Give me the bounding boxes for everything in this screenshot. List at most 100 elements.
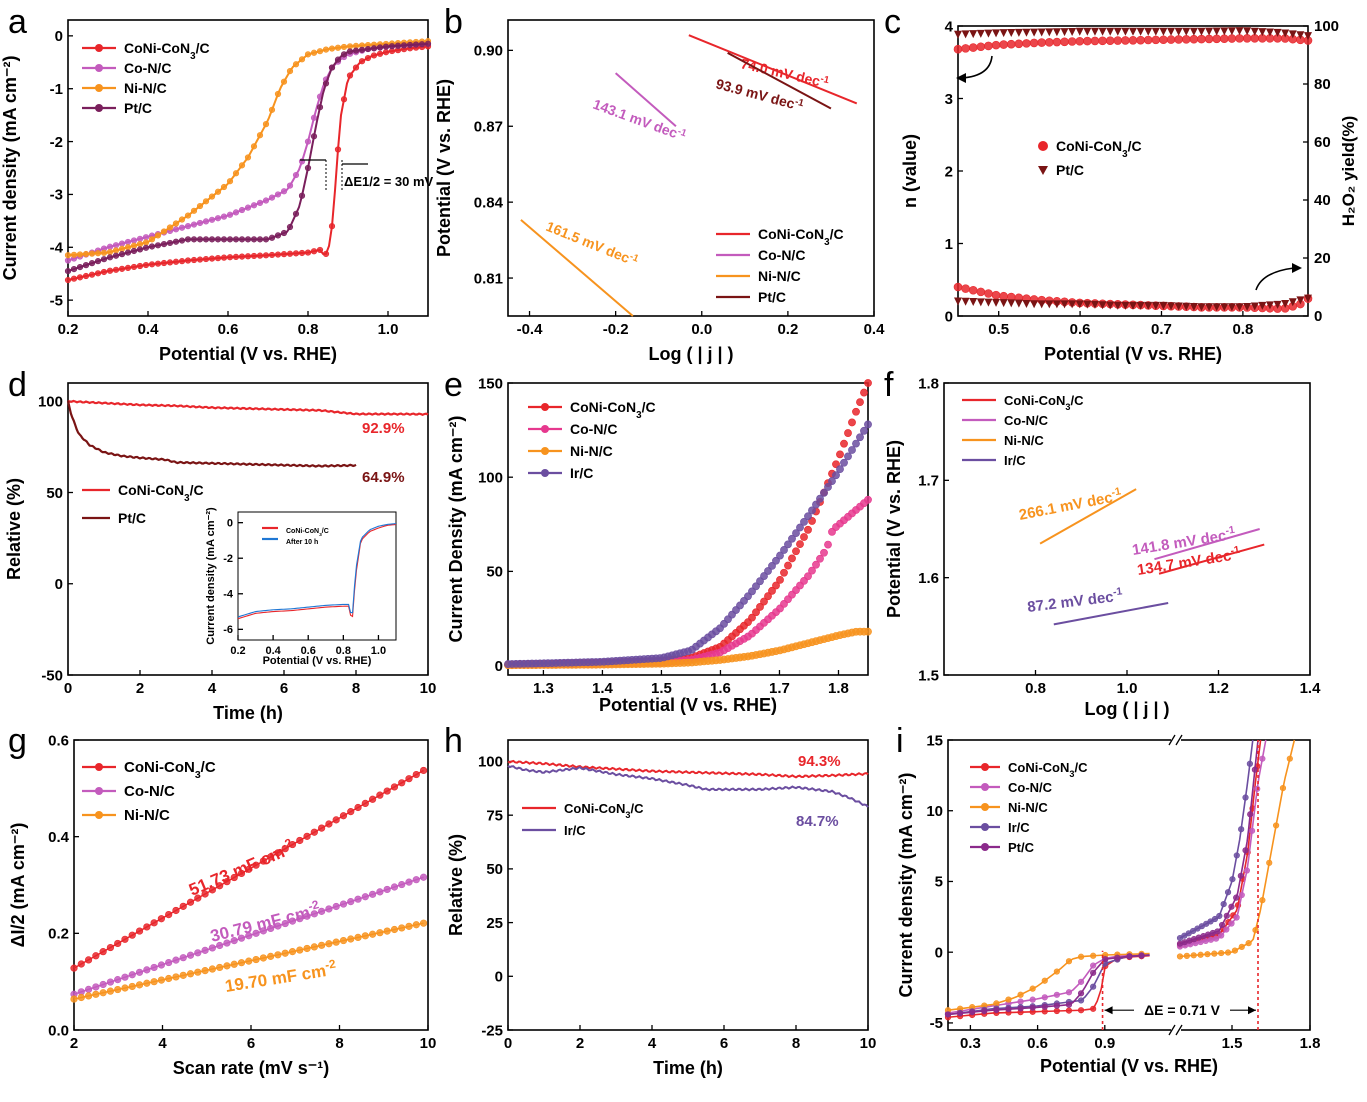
legend-label: Ir/C bbox=[1004, 453, 1026, 468]
data-point bbox=[1151, 35, 1161, 45]
superscript: -2 bbox=[324, 957, 337, 973]
data-point bbox=[1083, 36, 1092, 46]
legend-label: Co-N/C bbox=[758, 247, 805, 263]
data-point bbox=[1090, 1005, 1097, 1012]
delta-annotation: ΔE = 0.71 V bbox=[1144, 1002, 1220, 1018]
data-point bbox=[1227, 303, 1236, 312]
data-point bbox=[274, 232, 282, 239]
legend-label: Ni-N/C bbox=[1008, 800, 1048, 815]
data-point bbox=[412, 921, 420, 929]
data-point bbox=[1243, 27, 1252, 36]
x-tick-label: 0.9 bbox=[1094, 1035, 1115, 1052]
data-point bbox=[1053, 1007, 1060, 1015]
data-point bbox=[310, 248, 318, 255]
data-point bbox=[1166, 35, 1176, 44]
y-tick-label: 25 bbox=[486, 915, 503, 932]
data-point bbox=[1265, 28, 1274, 37]
legend-label: CoNi-CoN3/C bbox=[1004, 393, 1084, 412]
data-point bbox=[208, 965, 216, 973]
x-tick-label: 0.4 bbox=[864, 321, 886, 338]
data-point bbox=[70, 275, 78, 282]
x-axis-label: Potential (V vs. RHE) bbox=[263, 655, 372, 667]
data-point bbox=[844, 429, 852, 437]
data-point bbox=[92, 952, 100, 960]
data-point bbox=[984, 298, 993, 307]
data-point bbox=[186, 951, 195, 959]
data-point bbox=[1296, 296, 1305, 305]
x-tick-label: 4 bbox=[208, 680, 217, 697]
data-point bbox=[1065, 1001, 1073, 1008]
data-point bbox=[406, 41, 414, 49]
data-point bbox=[1151, 27, 1160, 36]
data-point bbox=[244, 236, 252, 243]
data-point bbox=[804, 512, 812, 521]
legend-label: Pt/C bbox=[1056, 162, 1084, 178]
data-point bbox=[130, 242, 138, 249]
data-point bbox=[100, 268, 108, 276]
subscript: 3 bbox=[1122, 149, 1128, 160]
legend-marker bbox=[981, 823, 989, 831]
data-point bbox=[1007, 29, 1016, 38]
panel-letter: c bbox=[884, 3, 901, 41]
data-point bbox=[208, 236, 216, 243]
data-point bbox=[1212, 935, 1220, 942]
data-point bbox=[1174, 302, 1183, 311]
y-tick-label: -50 bbox=[41, 667, 63, 684]
x-tick-label: 0.7 bbox=[1151, 321, 1172, 338]
data-point bbox=[1243, 867, 1251, 874]
x-tick-label: 1.8 bbox=[828, 680, 849, 697]
data-point bbox=[1151, 301, 1160, 310]
data-point bbox=[1220, 34, 1229, 43]
data-point bbox=[1174, 27, 1183, 36]
data-point bbox=[114, 976, 122, 984]
data-point bbox=[390, 883, 399, 891]
data-point bbox=[1219, 921, 1226, 929]
y2-tick-label: 100 bbox=[1314, 18, 1339, 35]
data-point bbox=[1189, 27, 1198, 36]
data-point bbox=[339, 812, 348, 820]
data-point bbox=[124, 249, 132, 256]
y-tick-label: 1.8 bbox=[918, 375, 939, 392]
data-point bbox=[325, 820, 333, 828]
x-tick-label: 1.8 bbox=[1300, 1035, 1321, 1052]
data-point bbox=[232, 209, 240, 216]
data-point bbox=[800, 517, 808, 526]
y-tick-label: 1.6 bbox=[918, 570, 939, 587]
arrow-head-icon bbox=[1248, 1006, 1256, 1015]
data-point bbox=[956, 1010, 964, 1017]
data-point bbox=[1045, 38, 1054, 47]
data-point bbox=[142, 239, 150, 246]
data-point bbox=[94, 250, 102, 257]
data-point bbox=[856, 433, 864, 442]
data-point bbox=[368, 795, 377, 803]
data-point bbox=[1288, 30, 1297, 39]
data-point bbox=[179, 902, 187, 910]
data-point bbox=[238, 253, 246, 260]
superscript: -1 bbox=[794, 96, 806, 109]
data-point bbox=[1224, 949, 1232, 956]
data-point bbox=[316, 246, 324, 254]
data-point bbox=[1216, 912, 1223, 920]
data-point bbox=[64, 276, 72, 284]
data-point bbox=[792, 529, 800, 538]
data-point bbox=[202, 236, 210, 243]
data-point bbox=[756, 603, 764, 611]
data-point bbox=[405, 922, 413, 930]
data-point bbox=[354, 803, 362, 812]
data-point bbox=[340, 43, 348, 51]
data-point bbox=[259, 954, 267, 962]
data-point bbox=[1228, 920, 1235, 927]
data-point bbox=[772, 556, 780, 565]
y-axis-label: Current Density (mA cm⁻²) bbox=[446, 416, 466, 643]
y-axis-label: Relative (%) bbox=[4, 478, 24, 580]
data-point bbox=[840, 439, 848, 448]
data-point bbox=[99, 989, 107, 997]
y-tick-label: -1 bbox=[50, 81, 63, 98]
data-point bbox=[334, 44, 342, 51]
y-axis-label: Current density (mA cm⁻²) bbox=[896, 773, 916, 998]
data-point bbox=[252, 955, 260, 964]
legend-label: Pt/C bbox=[118, 510, 146, 526]
data-point bbox=[160, 228, 168, 235]
data-point bbox=[256, 132, 264, 139]
data-point bbox=[77, 993, 85, 1002]
